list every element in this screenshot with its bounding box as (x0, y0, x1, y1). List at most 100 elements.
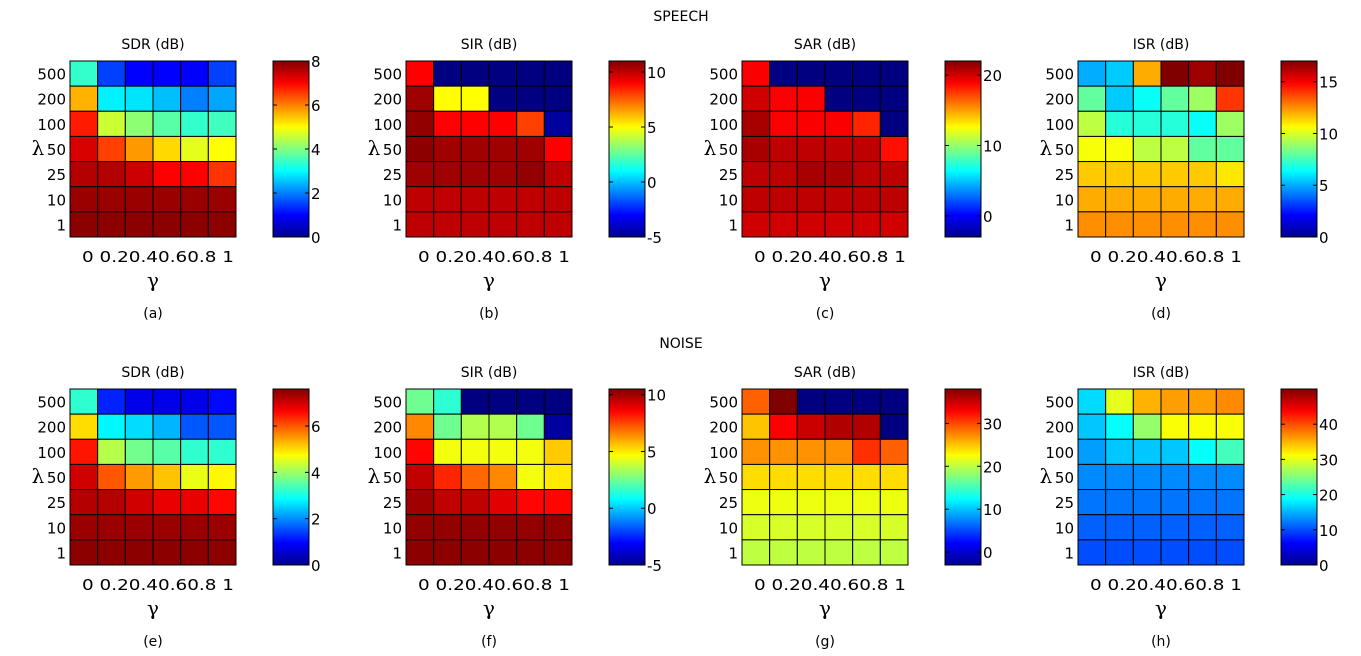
heatmap-cell (180, 388, 209, 415)
heatmap-cell (516, 514, 545, 541)
heatmap-cell (1105, 186, 1134, 213)
heatmap-cell (543, 539, 573, 566)
heatmap-cell (207, 388, 237, 415)
y-axis-label: λ (1040, 136, 1053, 160)
heatmap-cell (405, 539, 435, 566)
heatmap-cell (543, 211, 573, 238)
colorbar-tick-label: 0 (1319, 229, 1329, 247)
heatmap-cell (1077, 135, 1107, 163)
heatmap-cell (152, 60, 182, 87)
heatmap-cell (207, 514, 237, 541)
heatmap-cell (1132, 489, 1162, 516)
x-tick-labels: 0 0.20.40.60.8 1 (754, 248, 906, 266)
y-tick-label: 100 (373, 444, 402, 462)
heatmap-cell (769, 489, 798, 516)
heatmap-cell (1105, 438, 1134, 465)
colorbar-tick-label: 10 (983, 501, 1002, 519)
colorbar-tick-label: 20 (1319, 487, 1338, 505)
heatmap-cell (543, 135, 573, 163)
heatmap-cell (488, 489, 518, 516)
x-axis-label: γ (483, 268, 495, 292)
heatmap-cell (796, 463, 826, 491)
y-tick-label: 50 (1055, 141, 1074, 159)
heatmap-cell (879, 85, 909, 112)
y-axis-label: λ (704, 136, 717, 160)
y-tick-label: 50 (383, 469, 402, 487)
heatmap-cell (1105, 211, 1134, 238)
heatmap-cell (1077, 514, 1107, 541)
heatmap-cell (488, 60, 518, 87)
colorbar-tick-label: 8 (311, 53, 321, 71)
heatmap-cell (824, 413, 854, 440)
y-tick-label: 10 (383, 519, 402, 537)
heatmap-cell (824, 161, 854, 188)
heatmap-cell (824, 85, 854, 112)
y-tick-label: 500 (373, 66, 402, 84)
y-tick-label: 10 (719, 519, 738, 537)
heatmap-cell (124, 60, 154, 87)
heatmap-cell (769, 388, 798, 415)
heatmap-cell (207, 539, 237, 566)
heatmap-cell (488, 388, 518, 415)
heatmap-cell (1160, 211, 1190, 238)
heatmap-frame (69, 388, 237, 566)
x-axis-label: γ (147, 268, 159, 292)
heatmap-cell (180, 514, 209, 541)
heatmap-cell (180, 135, 209, 163)
colorbar-tick-label: 40 (1319, 416, 1338, 434)
heatmap-cell (1132, 85, 1162, 112)
heatmap-cell (124, 85, 154, 112)
heatmap-frame (1077, 388, 1245, 566)
heatmap-cell (1215, 135, 1245, 163)
heatmap-cell (488, 211, 518, 238)
y-axis-label: λ (1040, 464, 1053, 488)
heatmap-frame (405, 388, 573, 566)
y-tick-label: 200 (1045, 91, 1074, 109)
heatmap-cell (69, 135, 99, 163)
y-tick-label: 1 (392, 216, 402, 234)
y-tick-label: 1 (1064, 216, 1074, 234)
y-tick-label: 200 (37, 91, 66, 109)
panel-caption: (e) (143, 634, 163, 650)
heatmap-cell (433, 186, 462, 213)
heatmap-cell (207, 211, 237, 238)
heatmap-cell (796, 539, 826, 566)
heatmap-cell (824, 539, 854, 566)
heatmap-cell (516, 161, 545, 188)
heatmap-cell (516, 186, 545, 213)
heatmap-cell (1105, 413, 1134, 440)
heatmap-cell (1188, 60, 1217, 87)
colorbar-tick-label: 0 (311, 557, 321, 575)
heatmap-cell (543, 60, 573, 87)
x-axis-label: γ (1155, 596, 1167, 620)
heatmap-cell (1105, 514, 1134, 541)
heatmap-cell (1105, 110, 1134, 137)
heatmap-cell (1188, 110, 1217, 137)
panel-title: SAR (dB) (794, 37, 856, 53)
x-tick-labels: 0 0.20.40.60.8 1 (418, 248, 570, 266)
heatmap-cell (1188, 161, 1217, 188)
heatmap-cell (207, 85, 237, 112)
heatmap-cell (516, 211, 545, 238)
heatmap-cell (796, 60, 826, 87)
heatmap-cell (405, 211, 435, 238)
heatmap-cell (207, 463, 237, 491)
heatmap-cell (796, 85, 826, 112)
heatmap-cell (405, 463, 435, 491)
heatmap-cell (1188, 85, 1217, 112)
colorbar-tick-label: 0 (647, 174, 657, 192)
heatmap-cell (879, 514, 909, 541)
heatmap-cell (741, 60, 771, 87)
heatmap-cell (516, 110, 545, 137)
heatmap-cell (1215, 413, 1245, 440)
y-tick-label: 50 (47, 141, 66, 159)
heatmap-cell (460, 514, 490, 541)
heatmap-cell (769, 161, 798, 188)
heatmap-cell (516, 438, 545, 465)
heatmap-cell (124, 161, 154, 188)
heatmap-cell (1132, 413, 1162, 440)
heatmap-cell (879, 211, 909, 238)
colorbar-tick-label: 10 (647, 387, 666, 405)
heatmap-cell (460, 211, 490, 238)
colorbar-tick-label: 5 (647, 119, 657, 137)
